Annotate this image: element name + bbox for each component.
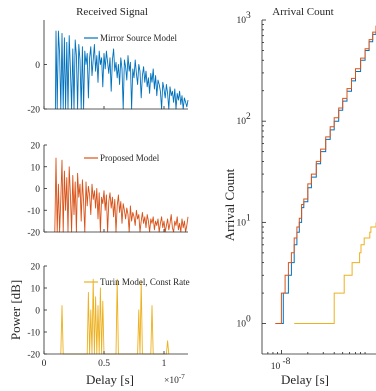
y-tick-label: 10 <box>237 117 247 127</box>
y-tick-label: 10 <box>237 218 247 228</box>
y-tick-label: 10 <box>31 285 41 295</box>
panel-received-mirror: Received Signal -20 0 Mirror Source Model <box>27 6 189 116</box>
legend-label: Turin Model, Const Rate <box>100 277 190 287</box>
x-tick-label: 0 <box>42 359 47 369</box>
y-tick-label: -20 <box>27 106 40 116</box>
y-tick-label: -20 <box>27 229 40 239</box>
x-tick-label: 0.5 <box>98 359 110 369</box>
x-tick-exponent: -8 <box>282 357 290 367</box>
y-tick-label: 0 <box>35 61 40 71</box>
y-tick-exponent: 1 <box>246 213 251 223</box>
staircase-turin-model-const-rate <box>294 222 376 324</box>
y-tick-label: 20 <box>31 142 41 152</box>
y-tick-exponent: 0 <box>246 315 251 325</box>
series-line-proposed-model <box>54 157 189 233</box>
received-signal-title: Received Signal <box>76 6 148 18</box>
y-tick-label: 0 <box>35 307 40 317</box>
y-tick-label: -10 <box>27 207 40 217</box>
y-tick-label: 10 <box>237 16 247 26</box>
x-exponent-label: ×10-7 <box>164 373 185 386</box>
series-line-mirror-source-model <box>54 30 189 110</box>
y-tick-exponent: 3 <box>246 11 251 21</box>
y-tick-label: -10 <box>27 329 40 339</box>
y-tick-label: 10 <box>237 320 247 330</box>
staircase-mirror-source-model <box>279 27 376 324</box>
delay-x-axis-label: Delay [s] <box>86 372 134 387</box>
arrival-count-title: Arrival Count <box>272 6 333 18</box>
y-tick-label: 0 <box>35 185 40 195</box>
y-tick-label: 10 <box>31 163 41 173</box>
panel-received-turin: -20 -10 0 10 20 0 0.5 1 Turin Model, Const Rate… <box>8 263 190 388</box>
arrival-count-y-axis-label: Arrival Count <box>222 168 237 241</box>
x-tick-label: 1 <box>162 359 167 369</box>
legend-label: Proposed Model <box>100 153 160 163</box>
series-line-turin-model-const-rate <box>60 278 170 355</box>
panel-arrival-count: Arrival Count 10 010 110 210 310 -8 Delay [s]… <box>222 6 376 387</box>
x-tick-label: 10 <box>271 362 281 372</box>
power-y-axis-label: Power [dB] <box>8 280 23 340</box>
y-tick-label: -20 <box>27 351 40 361</box>
panel-received-proposed: -20 -10 0 10 20 Proposed Model <box>27 142 189 239</box>
staircase-proposed-model <box>275 25 376 324</box>
arrival-delay-x-axis-label: Delay [s] <box>281 372 329 387</box>
legend-label: Mirror Source Model <box>100 33 177 43</box>
y-tick-label: 20 <box>31 263 41 273</box>
y-tick-exponent: 2 <box>246 112 251 122</box>
